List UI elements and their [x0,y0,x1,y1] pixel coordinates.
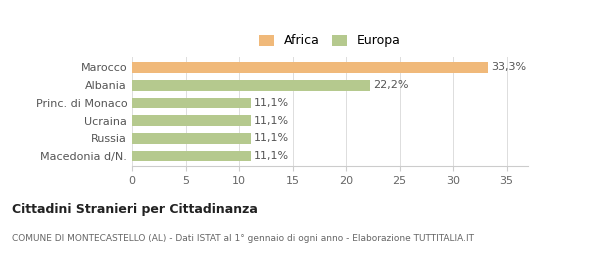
Bar [132,133,251,144]
Text: 11,1%: 11,1% [254,133,289,144]
Text: Cittadini Stranieri per Cittadinanza: Cittadini Stranieri per Cittadinanza [12,203,258,216]
Text: 33,3%: 33,3% [491,62,527,73]
Text: 22,2%: 22,2% [373,80,409,90]
Text: 11,1%: 11,1% [254,116,289,126]
Legend: Africa, Europa: Africa, Europa [255,31,405,51]
Text: 11,1%: 11,1% [254,151,289,161]
Text: 11,1%: 11,1% [254,98,289,108]
Bar [132,80,370,90]
Bar [132,115,251,126]
Bar [132,98,251,108]
Bar [132,151,251,161]
Bar [132,62,488,73]
Text: COMUNE DI MONTECASTELLO (AL) - Dati ISTAT al 1° gennaio di ogni anno - Elaborazi: COMUNE DI MONTECASTELLO (AL) - Dati ISTA… [12,234,474,243]
